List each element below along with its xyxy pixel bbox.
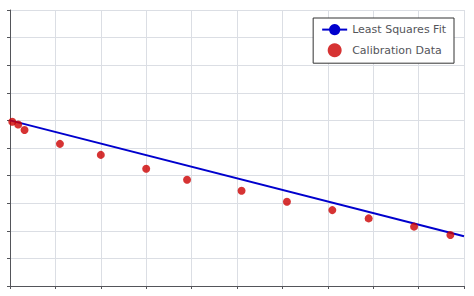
svg-text:Least Squares Fit: Least Squares Fit [352, 23, 447, 36]
svg-text:Calibration Data: Calibration Data [352, 44, 442, 57]
